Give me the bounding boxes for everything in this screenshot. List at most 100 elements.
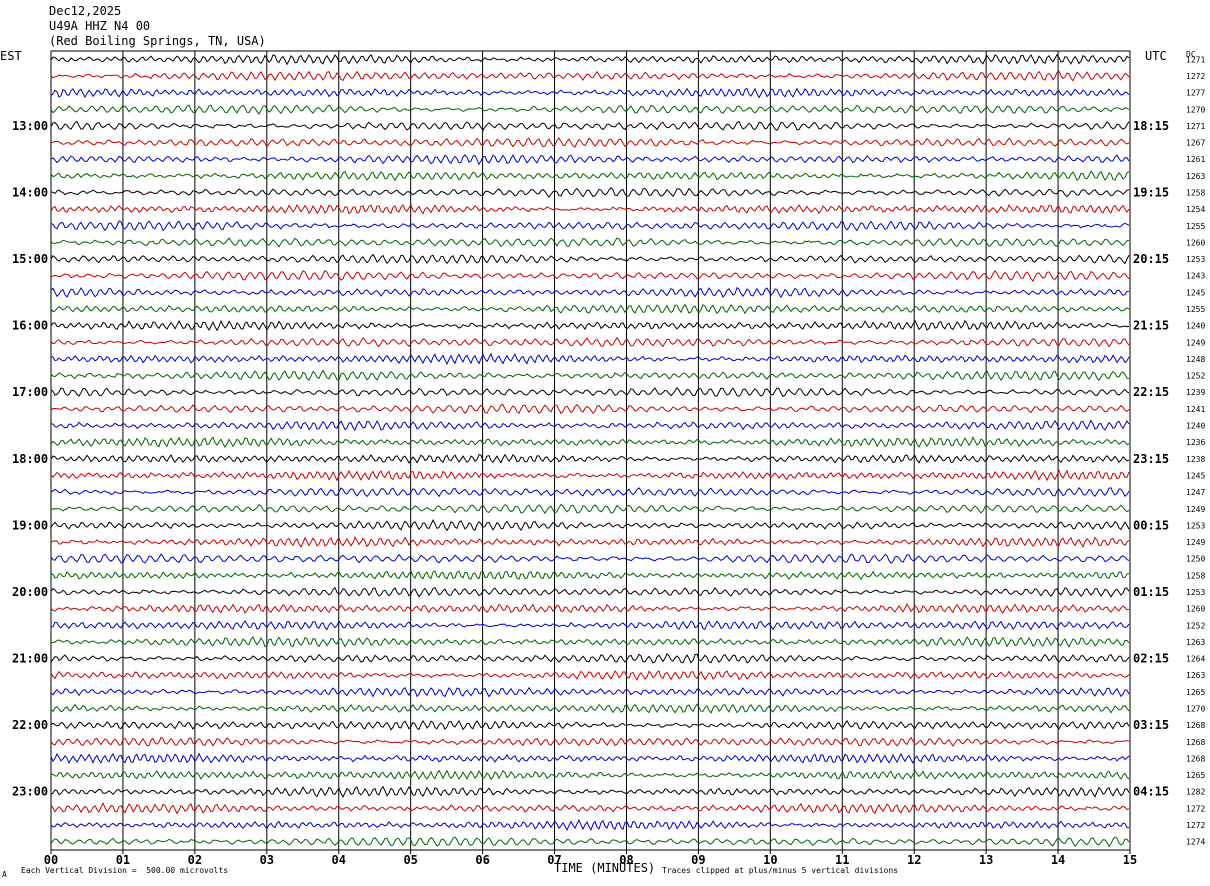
right-hour-label: 02:15 xyxy=(1133,652,1169,666)
dc-value-label: 1240 xyxy=(1186,422,1205,431)
trace-row xyxy=(50,352,1130,365)
date-label: Dec12,2025 xyxy=(49,4,122,18)
dc-value-label: 1245 xyxy=(1186,471,1205,480)
trace-row xyxy=(50,636,1130,648)
left-hour-label: 19:00 xyxy=(12,518,48,532)
x-tick-label: 15 xyxy=(1123,853,1137,867)
dc-value-label: 1271 xyxy=(1186,122,1205,131)
trace-row xyxy=(50,736,1130,747)
dc-value-label: 1263 xyxy=(1186,671,1205,680)
trace-row xyxy=(50,536,1130,548)
trace-row xyxy=(50,670,1130,681)
trace-row xyxy=(50,836,1130,847)
trace-row xyxy=(50,769,1130,781)
trace-row xyxy=(50,269,1130,283)
trace-row xyxy=(50,237,1130,248)
trace-row xyxy=(50,203,1130,215)
trace-row xyxy=(50,503,1130,515)
dc-value-label: 1267 xyxy=(1186,139,1205,148)
x-tick-label: 01 xyxy=(116,853,130,867)
right-hour-label: 00:15 xyxy=(1133,518,1169,532)
trace-row xyxy=(50,253,1130,265)
trace-row xyxy=(50,153,1130,166)
dc-value-label: 1249 xyxy=(1186,338,1205,347)
trace-row xyxy=(50,369,1130,382)
dc-value-label: 1238 xyxy=(1186,455,1205,464)
dc-value-label: 1255 xyxy=(1186,305,1205,314)
dc-value-label: 1258 xyxy=(1186,188,1205,197)
dc-value-label: 1252 xyxy=(1186,621,1205,630)
dc-value-label: 1270 xyxy=(1186,705,1205,714)
trace-row xyxy=(50,686,1130,698)
dc-value-label: 1249 xyxy=(1186,505,1205,514)
trace-row xyxy=(50,703,1130,714)
left-hour-label: 17:00 xyxy=(12,385,48,399)
x-tick-label: 10 xyxy=(763,853,777,867)
right-hour-label: 21:15 xyxy=(1133,319,1169,333)
trace-row xyxy=(50,802,1130,815)
trace-row xyxy=(50,303,1130,315)
dc-value-label: 1270 xyxy=(1186,105,1205,114)
dc-value-label: 1239 xyxy=(1186,388,1205,397)
dc-value-label: 1263 xyxy=(1186,638,1205,647)
dc-value-label: 1236 xyxy=(1186,438,1205,447)
dc-value-label: 1253 xyxy=(1186,588,1205,597)
right-hour-label: 23:15 xyxy=(1133,452,1169,466)
trace-row xyxy=(50,620,1130,631)
trace-row xyxy=(50,785,1130,799)
trace-row xyxy=(50,570,1130,580)
trace-row xyxy=(50,87,1130,99)
dc-value-label: 1264 xyxy=(1186,655,1205,664)
dc-value-label: 1268 xyxy=(1186,721,1205,730)
x-tick-label: 07 xyxy=(547,853,561,867)
right-hour-label: 04:15 xyxy=(1133,785,1169,799)
corner-mark: A xyxy=(2,870,7,879)
trace-row xyxy=(50,719,1130,731)
dc-value-label: 1271 xyxy=(1186,55,1205,64)
right-hour-label: 18:15 xyxy=(1133,119,1169,133)
dc-column-header: DC xyxy=(1186,50,1196,59)
trace-row xyxy=(50,453,1130,464)
trace-row xyxy=(50,186,1130,198)
station-label: U49A HHZ N4 00 xyxy=(49,19,151,33)
dc-value-label: 1265 xyxy=(1186,771,1205,780)
clip-note: Traces clipped at plus/minus 5 vertical … xyxy=(662,866,899,875)
dc-value-label: 1243 xyxy=(1186,272,1205,281)
dc-value-label: 1263 xyxy=(1186,172,1205,181)
trace-row xyxy=(50,104,1130,115)
dc-value-label: 1253 xyxy=(1186,255,1205,264)
right-timezone-label: UTC xyxy=(1145,49,1167,63)
x-tick-label: 03 xyxy=(260,853,274,867)
trace-row xyxy=(50,70,1130,82)
dc-value-label: 1268 xyxy=(1186,754,1205,763)
trace-row xyxy=(50,586,1130,598)
dc-value-label: 1282 xyxy=(1186,788,1205,797)
x-tick-label: 02 xyxy=(188,853,202,867)
trace-row xyxy=(50,286,1130,299)
trace-row xyxy=(50,220,1130,232)
right-hour-label: 01:15 xyxy=(1133,585,1169,599)
trace-row xyxy=(50,818,1130,832)
dc-value-label: 1245 xyxy=(1186,288,1205,297)
dc-value-label: 1248 xyxy=(1186,355,1205,364)
left-hour-label: 13:00 xyxy=(12,119,48,133)
dc-value-label: 1250 xyxy=(1186,555,1205,564)
trace-row xyxy=(50,403,1130,415)
trace-row xyxy=(50,603,1130,614)
dc-value-label: 1260 xyxy=(1186,238,1205,247)
dc-value-label: 1253 xyxy=(1186,521,1205,530)
plot-frame xyxy=(50,50,1131,851)
x-tick-label: 00 xyxy=(44,853,58,867)
trace-row xyxy=(50,653,1130,664)
left-hour-label: 18:00 xyxy=(12,452,48,466)
dc-value-label: 1258 xyxy=(1186,571,1205,580)
trace-row xyxy=(50,53,1130,66)
right-hour-label: 03:15 xyxy=(1133,718,1169,732)
location-label: (Red Boiling Springs, TN, USA) xyxy=(49,34,266,48)
trace-row xyxy=(50,469,1130,482)
x-tick-label: 14 xyxy=(1051,853,1065,867)
x-tick-label: 04 xyxy=(332,853,346,867)
trace-row xyxy=(50,170,1130,182)
right-hour-label: 22:15 xyxy=(1133,385,1169,399)
dc-value-label: 1241 xyxy=(1186,405,1205,414)
